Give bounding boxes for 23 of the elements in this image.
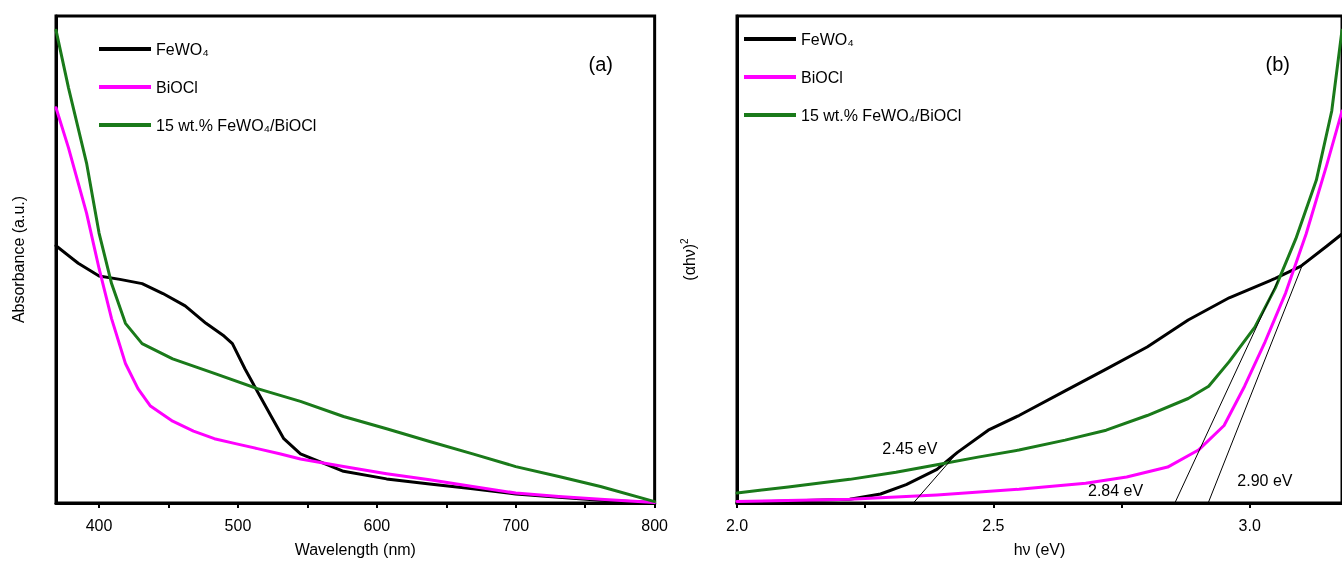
legend-label: FeWO₄ — [156, 40, 209, 58]
annotation: (b) — [1265, 53, 1291, 75]
x-axis-title: hν (eV) — [1013, 540, 1066, 558]
annotation: 2.84 eV — [1088, 481, 1144, 499]
annotation: (a) — [588, 53, 614, 75]
legend-label: BiOCl — [801, 68, 843, 86]
y-axis-title: Absorbance (a.u.) — [9, 195, 27, 324]
legend-label: BiOCl — [156, 78, 198, 96]
annotation: 2.45 eV — [882, 439, 938, 457]
x-tick-label: 3.0 — [1238, 516, 1261, 534]
annotation: 2.90 eV — [1237, 471, 1293, 489]
legend-label: 15 wt.% FeWO₄/BiOCl — [156, 116, 317, 134]
x-tick-label: 2.0 — [725, 516, 749, 534]
x-axis-title: Wavelength (nm) — [294, 540, 416, 558]
x-tick-label: 600 — [363, 516, 391, 534]
x-tick-label: 500 — [224, 516, 252, 534]
x-tick-label: 2.5 — [982, 516, 1005, 534]
x-tick-label: 800 — [641, 516, 669, 534]
x-tick-label: 400 — [85, 516, 113, 534]
legend-label: 15 wt.% FeWO₄/BiOCl — [801, 106, 962, 124]
x-tick-label: 700 — [502, 516, 530, 534]
y-axis-title: (αhν)2 — [678, 237, 698, 281]
legend-label: FeWO₄ — [801, 30, 854, 48]
